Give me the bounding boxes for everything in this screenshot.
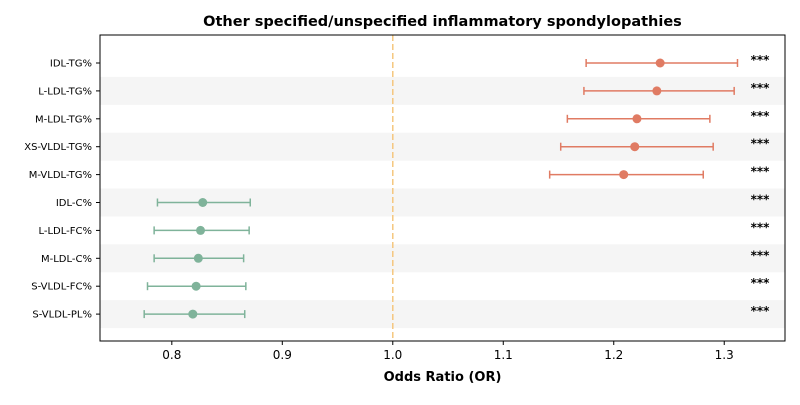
significance-label: *** bbox=[751, 248, 771, 262]
significance-labels: *** *** *** *** *** *** *** *** *** *** bbox=[751, 53, 771, 318]
y-tick-label: S-VLDL-FC% bbox=[31, 282, 92, 293]
y-tick-label: IDL-TG% bbox=[50, 59, 92, 70]
y-tick-label: M-LDL-C% bbox=[41, 254, 92, 265]
significance-label: *** bbox=[751, 137, 771, 151]
y-tick-label: S-VLDL-PL% bbox=[32, 310, 92, 321]
or-point bbox=[632, 114, 642, 124]
x-tick-label: 1.3 bbox=[715, 348, 734, 362]
significance-label: *** bbox=[751, 109, 771, 123]
x-tick-label: 1.2 bbox=[604, 348, 623, 362]
significance-label: *** bbox=[751, 81, 771, 95]
y-tick-label: XS-VLDL-TG% bbox=[24, 142, 92, 153]
or-point bbox=[619, 170, 629, 180]
y-tick-label: M-VLDL-TG% bbox=[29, 170, 92, 181]
or-point bbox=[188, 309, 198, 319]
significance-label: *** bbox=[751, 276, 771, 290]
x-tick-label: 1.1 bbox=[494, 348, 513, 362]
x-tick-label: 1.0 bbox=[383, 348, 402, 362]
x-axis: 0.8 0.9 1.0 1.1 1.2 1.3 bbox=[162, 341, 734, 362]
axes-frame bbox=[99, 34, 786, 342]
y-tick-label: M-LDL-TG% bbox=[35, 114, 92, 125]
significance-label: *** bbox=[751, 193, 771, 207]
y-tick-label: L-LDL-FC% bbox=[38, 226, 92, 237]
x-tick-label: 0.9 bbox=[273, 348, 292, 362]
significance-label: *** bbox=[751, 220, 771, 234]
x-axis-label: Odds Ratio (OR) bbox=[384, 370, 502, 385]
or-point bbox=[193, 253, 203, 263]
chart-title: Other specified/unspecified inflammatory… bbox=[203, 14, 682, 30]
data-marks bbox=[143, 58, 739, 319]
x-tick-label: 0.8 bbox=[162, 348, 181, 362]
significance-label: *** bbox=[751, 53, 771, 67]
y-tick-label: L-LDL-TG% bbox=[38, 86, 92, 97]
y-axis: IDL-TG% L-LDL-TG% M-LDL-TG% XS-VLDL-TG% M-VL… bbox=[24, 59, 100, 321]
or-point bbox=[196, 225, 206, 235]
or-point bbox=[652, 86, 662, 96]
or-point bbox=[198, 198, 208, 207]
or-point bbox=[191, 281, 201, 291]
significance-label: *** bbox=[751, 304, 771, 318]
significance-label: *** bbox=[751, 165, 771, 179]
y-tick-label: IDL-C% bbox=[56, 198, 92, 209]
or-point bbox=[630, 142, 640, 152]
or-point bbox=[655, 58, 665, 68]
